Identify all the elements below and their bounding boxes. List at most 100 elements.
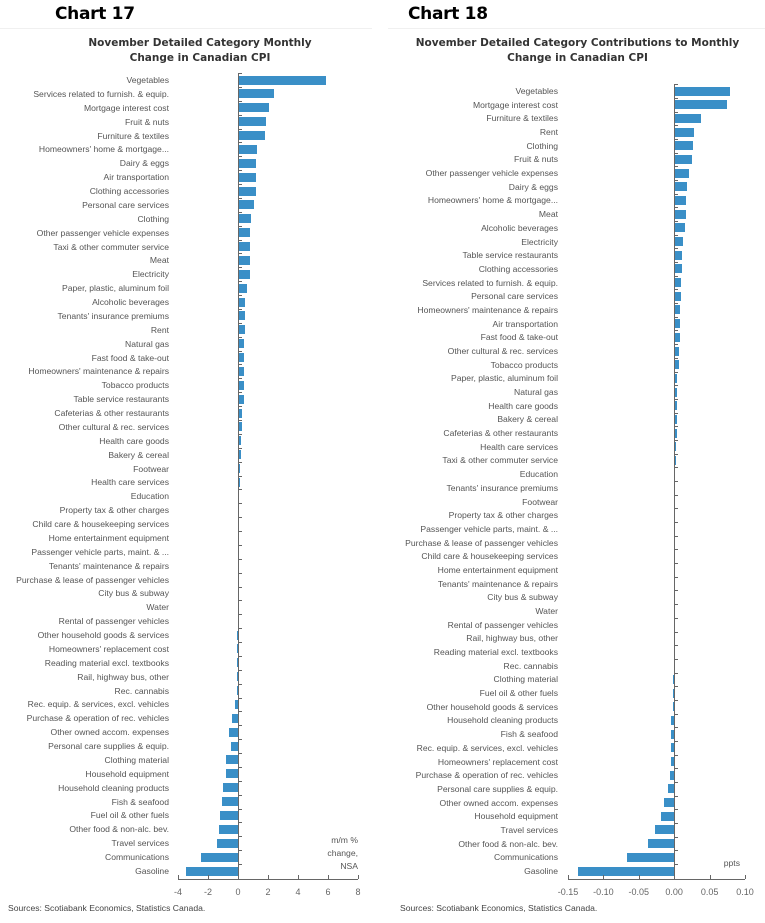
category-label: Water [146,602,169,613]
category-label: Homeowners' replacement cost [437,756,558,767]
data-bar [239,380,244,390]
chart-17-title-line-2: Change in Canadian CPI [129,52,271,64]
y-axis-tick [239,572,242,574]
data-bar [239,75,326,85]
category-label: Fuel oil & other fuels [90,810,169,821]
category-label: Health care services [480,441,558,452]
x-axis-tick [268,874,269,879]
category-label: Electricity [132,269,169,280]
y-axis-tick [675,207,679,209]
category-label: Table service restaurants [462,250,558,261]
category-label: Rental of passenger vehicles [447,619,558,630]
category-label: Child care & housekeeping services [421,551,558,562]
category-label: Rent [150,324,169,335]
y-axis-tick [239,836,242,838]
category-label: Personal care supplies & equip. [437,783,558,794]
y-axis-tick [239,170,242,172]
y-axis-tick [675,344,679,346]
y-axis-tick [675,549,679,551]
y-axis-tick [675,522,679,524]
category-label: Water [535,606,558,616]
category-label: Bakery & cereal [108,449,169,460]
chart-18-number: Chart 18 [408,4,488,24]
category-label: City bus & subway [487,592,558,603]
category-label: Rent [539,127,558,138]
y-axis-tick [675,303,679,305]
x-axis-tick [298,874,299,879]
category-label: Fruit & nuts [125,116,169,127]
category-label: Dairy & eggs [119,158,169,169]
y-axis-tick [239,128,242,130]
category-label: Purchase & operation of rec. vehicles [415,770,558,781]
x-tick-label: -2 [203,886,212,897]
chart-18-title: November Detailed Category Contributions… [395,36,760,66]
data-bar [229,727,238,737]
y-axis-tick [239,822,242,824]
y-axis-tick [675,453,679,455]
y-axis-tick [239,392,242,394]
data-bar [675,100,727,110]
data-bar [675,86,730,96]
data-bar [675,360,679,370]
y-axis-tick [675,795,679,797]
category-label: Natural gas [514,387,558,398]
x-tick-label: 2 [265,886,271,897]
data-bar [239,172,256,182]
data-bar [671,743,675,753]
chart-17-source: Sources: Scotiabank Economics, Statistic… [8,903,206,913]
category-label: Other owned accom. expenses [439,797,558,808]
x-axis-tick [745,874,746,879]
category-label: Travel services [111,838,169,849]
category-label: Home entertainment equipment [48,532,169,543]
data-bar [239,228,250,238]
x-axis-tick [178,874,179,879]
category-label: Clothing material [104,754,169,765]
chart-17-plot: Vegetables Services related to furnish. &… [0,0,372,923]
y-axis-tick [675,782,679,784]
category-label: Other passenger vehicle expenses [36,227,169,238]
y-axis-tick [239,336,242,338]
category-label: Clothing accessories [89,186,169,197]
x-axis-tick [328,874,329,879]
category-label: Rec. cannabis [114,685,169,696]
data-bar [230,741,238,751]
y-axis-tick [675,508,679,510]
data-bar [232,713,238,723]
y-axis-tick [239,211,242,213]
category-label: Natural gas [125,338,169,349]
x-tick-label: 0 [235,886,241,897]
y-axis-tick [675,357,679,359]
data-bar [239,158,256,168]
y-axis-tick [239,808,242,810]
data-bar [239,353,244,363]
y-axis-tick [239,794,242,796]
data-bar [671,729,675,739]
y-axis-tick [675,330,679,332]
category-label: Other passenger vehicle expenses [425,168,558,179]
data-bar [239,450,241,460]
x-axis-tick [638,874,640,879]
category-label: Bakery & cereal [497,414,558,425]
data-bar [675,401,678,411]
category-label: Electricity [521,236,558,247]
category-label: Tenants' maintenance & repairs [48,560,169,571]
y-axis-tick [675,754,679,756]
y-axis-tick [239,642,242,644]
y-axis-tick [675,864,679,866]
category-label: Taxi & other commuter service [53,241,169,252]
y-axis-tick [239,281,242,283]
data-bar [675,373,678,383]
category-label: Tenants' insurance premiums [57,310,170,321]
data-bar [675,387,678,397]
category-label: Homeowners' home & mortgage... [427,195,558,206]
y-axis-tick [239,753,242,755]
category-label: Other cultural & rec. services [447,346,558,356]
y-axis-tick [675,111,679,113]
y-axis-tick [675,823,679,825]
data-bar [675,442,677,452]
y-axis-tick [675,262,679,264]
y-axis-tick [675,221,679,222]
category-label: Purchase & lease of passenger vehicles [405,537,558,548]
category-label: Paper, plastic, aluminum foil [62,283,169,294]
chart-18-title-line-2: Change in Canadian CPI [507,52,648,64]
